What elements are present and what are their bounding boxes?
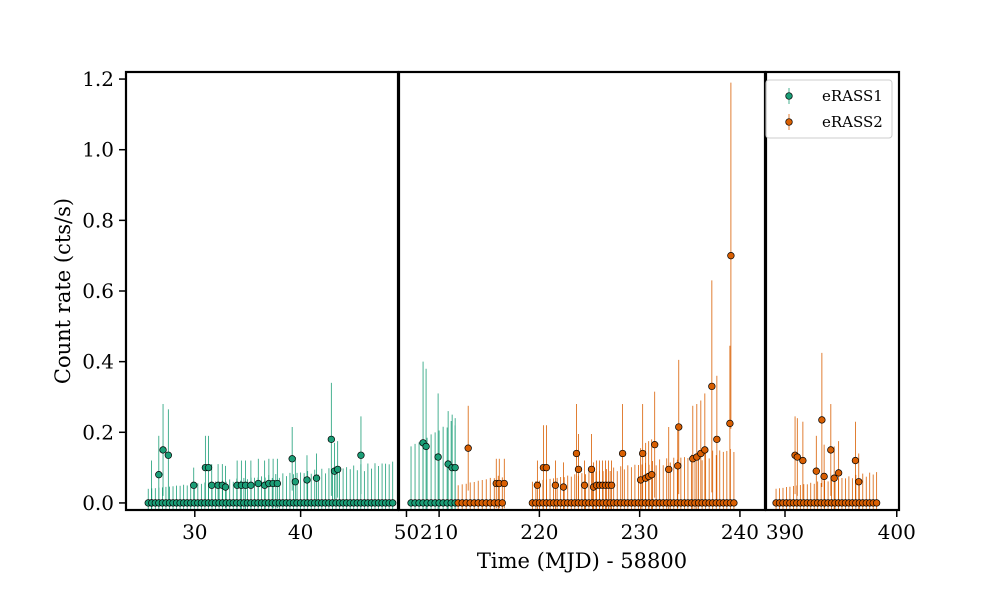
panel-frame [124, 70, 400, 512]
data-point [675, 423, 683, 431]
data-point [851, 456, 860, 465]
data-point [303, 476, 311, 484]
panel-2-marks [407, 82, 738, 510]
x-tick-label: 390 [766, 520, 804, 544]
data-point [159, 446, 167, 454]
data-point [812, 467, 820, 475]
data-point [607, 481, 616, 489]
data-point [204, 463, 213, 472]
data-point [574, 465, 583, 474]
data-point [312, 474, 321, 482]
data-point [533, 481, 542, 489]
x-tick-label: 400 [878, 520, 916, 544]
data-point [357, 451, 365, 459]
data-point [855, 478, 863, 486]
data-point [208, 481, 216, 489]
data-point [651, 441, 659, 449]
data-point [587, 465, 596, 474]
data-point [793, 453, 801, 461]
data-point [288, 455, 296, 463]
x-tick-label: 240 [721, 520, 759, 544]
data-point [834, 469, 843, 477]
x-tick-label: 40 [288, 520, 313, 544]
x-tick-label: 220 [520, 520, 558, 544]
panel-3: 390 400 [764, 70, 916, 544]
data-point [221, 483, 230, 491]
x-axis-label: Time (MJD) - 58800 [477, 549, 687, 573]
data-point [827, 446, 835, 454]
x-tick-label: 50 [394, 520, 419, 544]
data-point [451, 463, 459, 472]
data-point [580, 481, 589, 489]
y-tick-label: 0.0 [82, 491, 114, 515]
y-tick-label: 0.4 [82, 350, 114, 374]
data-point [618, 449, 627, 458]
data-point [273, 479, 281, 488]
x-tick-label: 230 [621, 520, 659, 544]
data-point [818, 416, 826, 424]
data-point [422, 442, 430, 451]
data-point [665, 465, 673, 474]
data-point [726, 419, 734, 428]
data-point [434, 453, 442, 461]
data-point [572, 449, 581, 458]
data-point [799, 456, 807, 465]
y-tick-label: 0.8 [82, 208, 114, 232]
y-tick-label: 0.6 [82, 279, 114, 303]
data-point [389, 499, 397, 507]
legend: eRASS1 eRASS2 [765, 79, 893, 139]
data-point [713, 435, 721, 444]
data-point [648, 471, 656, 479]
legend-marker [785, 118, 793, 126]
panel-2: 210 220 230 240 [397, 70, 767, 544]
data-point [559, 483, 568, 491]
data-point [498, 499, 506, 507]
data-point [334, 465, 342, 474]
data-point [701, 446, 709, 454]
data-point [708, 382, 716, 391]
data-point [727, 252, 735, 260]
x-tick-label: 30 [182, 520, 207, 544]
data-point [247, 481, 255, 489]
x-tick-label: 210 [420, 520, 458, 544]
y-tick-label: 1.0 [82, 138, 114, 162]
data-point [254, 479, 262, 488]
data-point [155, 471, 163, 479]
y-tick-label: 0.2 [82, 420, 114, 444]
panel-1-marks [144, 382, 397, 510]
data-point [291, 478, 299, 486]
panel-frame [397, 70, 767, 512]
data-point [542, 463, 551, 472]
data-point [500, 479, 508, 488]
data-point [872, 499, 881, 507]
panel-1: 30 40 50 0.0 0.2 0.4 0.6 0.8 1.0 1.2 [82, 67, 419, 544]
data-point [464, 444, 472, 452]
panel-3-marks [772, 352, 881, 510]
panel-frame [764, 70, 901, 512]
legend-marker [785, 92, 793, 100]
data-point [551, 481, 560, 489]
legend-label-erass1: eRASS1 [822, 87, 883, 105]
data-point [327, 435, 335, 444]
data-point [674, 462, 682, 470]
y-tick-label: 1.2 [82, 67, 114, 91]
y-axis-label: Count rate (cts/s) [51, 198, 75, 384]
legend-box [765, 79, 893, 139]
data-point [164, 451, 172, 459]
legend-label-erass2: eRASS2 [822, 113, 883, 131]
data-point [190, 481, 198, 489]
data-point [730, 499, 738, 507]
data-point [639, 449, 647, 458]
data-point [820, 472, 828, 481]
data-point [830, 474, 838, 482]
